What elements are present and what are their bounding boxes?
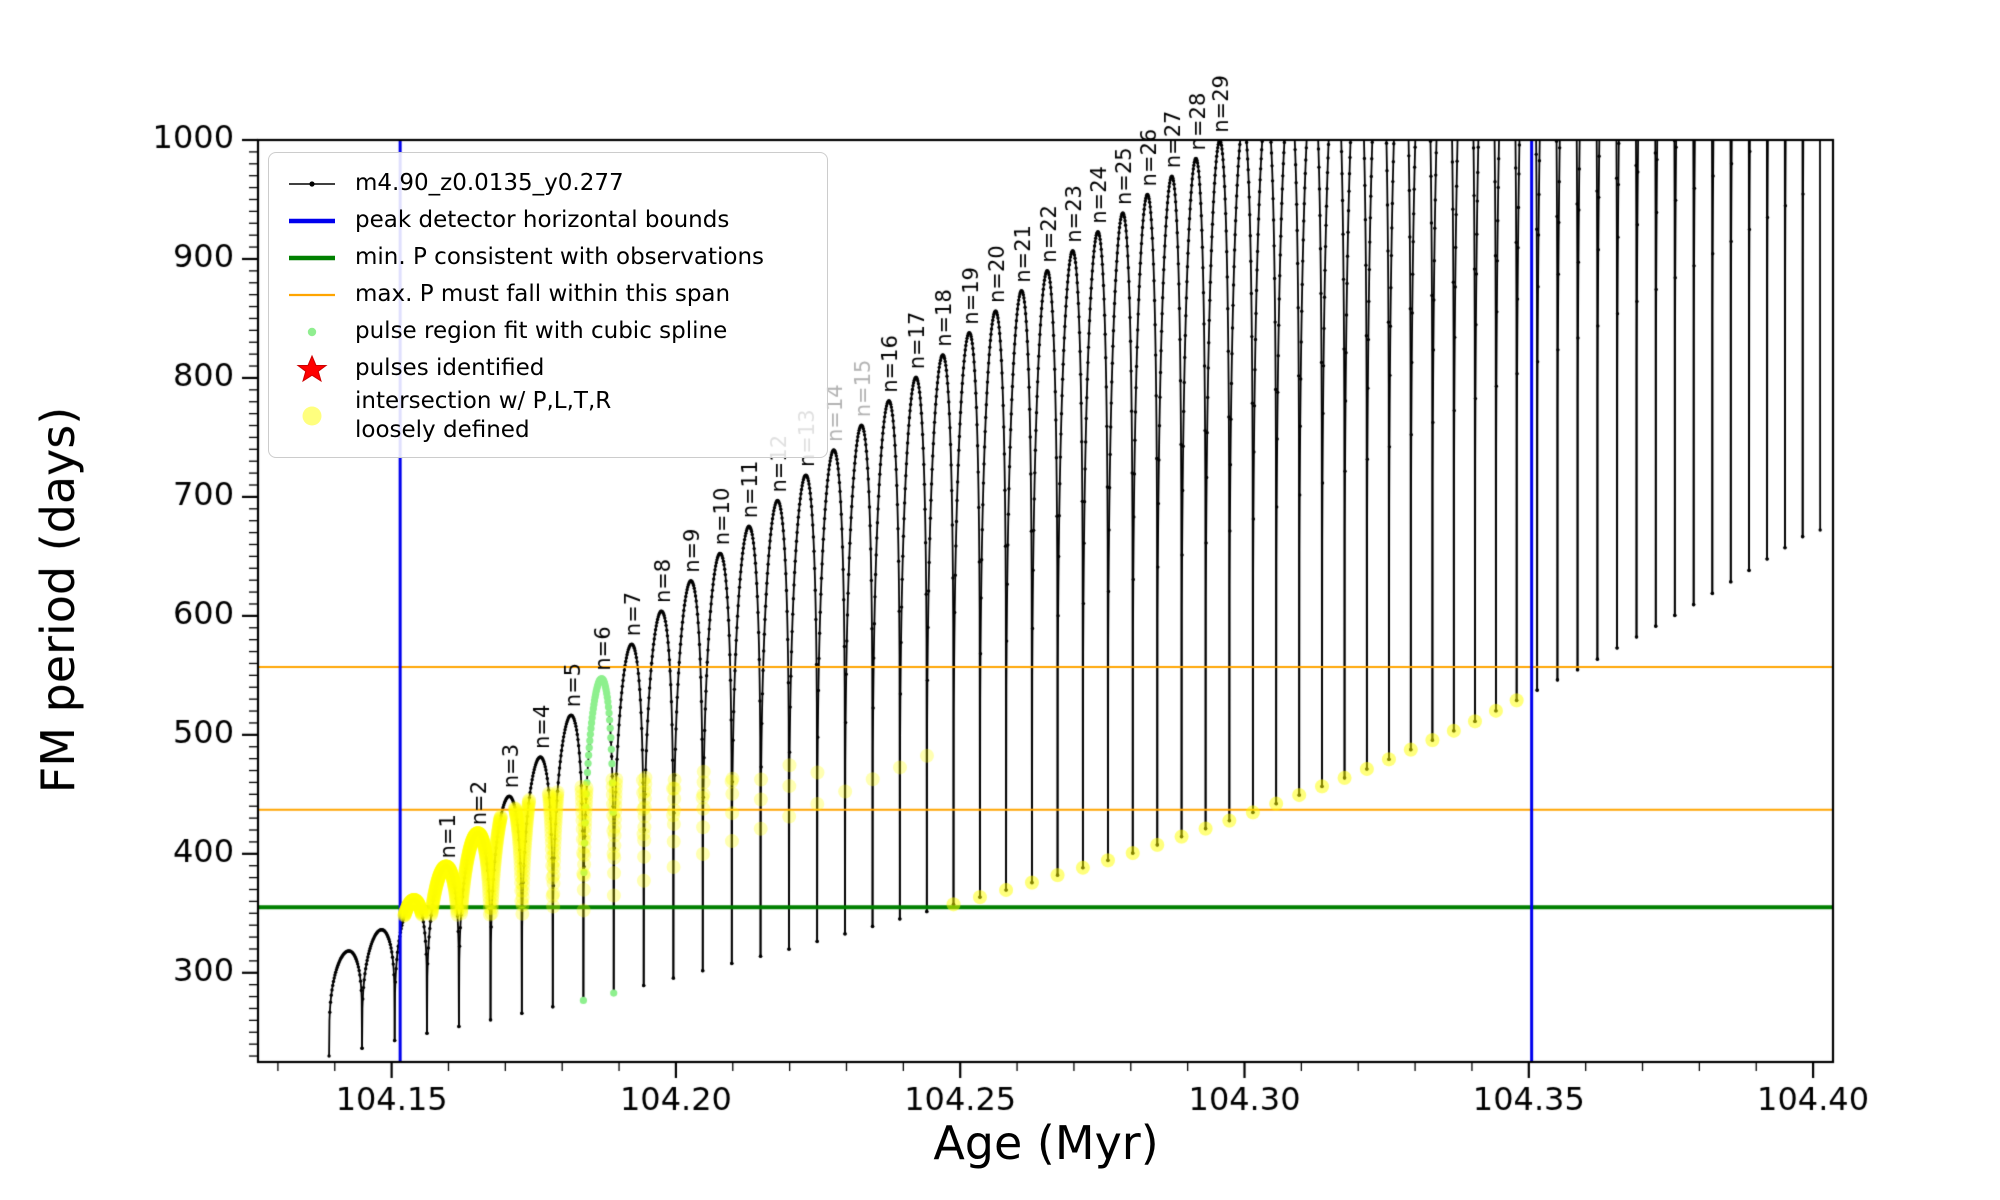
- yellow-dot-marker-icon: [283, 401, 341, 431]
- legend-item-min-p: min. P consistent with observations: [283, 239, 813, 276]
- legend-item-intersection: intersection w/ P,L,T,R loosely defined: [283, 387, 813, 445]
- legend-item-spline: pulse region fit with cubic spline: [283, 313, 813, 350]
- blue-line-marker-icon: [283, 209, 341, 233]
- legend-item-peak-bounds: peak detector horizontal bounds: [283, 202, 813, 239]
- legend-label-peak-bounds: peak detector horizontal bounds: [355, 207, 730, 234]
- legend-label-pulses: pulses identified: [355, 355, 545, 382]
- y-axis-label: FM period (days): [31, 406, 85, 794]
- green-dot-marker-icon: [283, 320, 341, 344]
- series-line-marker-icon: [283, 172, 341, 196]
- legend-label-spline: pulse region fit with cubic spline: [355, 318, 728, 345]
- legend-label-max-p: max. P must fall within this span: [355, 281, 731, 308]
- legend-label-intersection: intersection w/ P,L,T,R loosely defined: [355, 388, 612, 443]
- legend-label-min-p: min. P consistent with observations: [355, 244, 765, 271]
- green-line-marker-icon: [283, 246, 341, 270]
- legend-item-max-p: max. P must fall within this span: [283, 276, 813, 313]
- legend-label-series: m4.90_z0.0135_y0.277: [355, 170, 624, 197]
- red-star-marker-icon: [283, 354, 341, 384]
- legend-item-series: m4.90_z0.0135_y0.277: [283, 165, 813, 202]
- x-axis-label: Age (Myr): [933, 1116, 1159, 1170]
- legend: m4.90_z0.0135_y0.277 peak detector horiz…: [268, 152, 828, 458]
- legend-item-pulses: pulses identified: [283, 350, 813, 387]
- orange-line-marker-icon: [283, 283, 341, 307]
